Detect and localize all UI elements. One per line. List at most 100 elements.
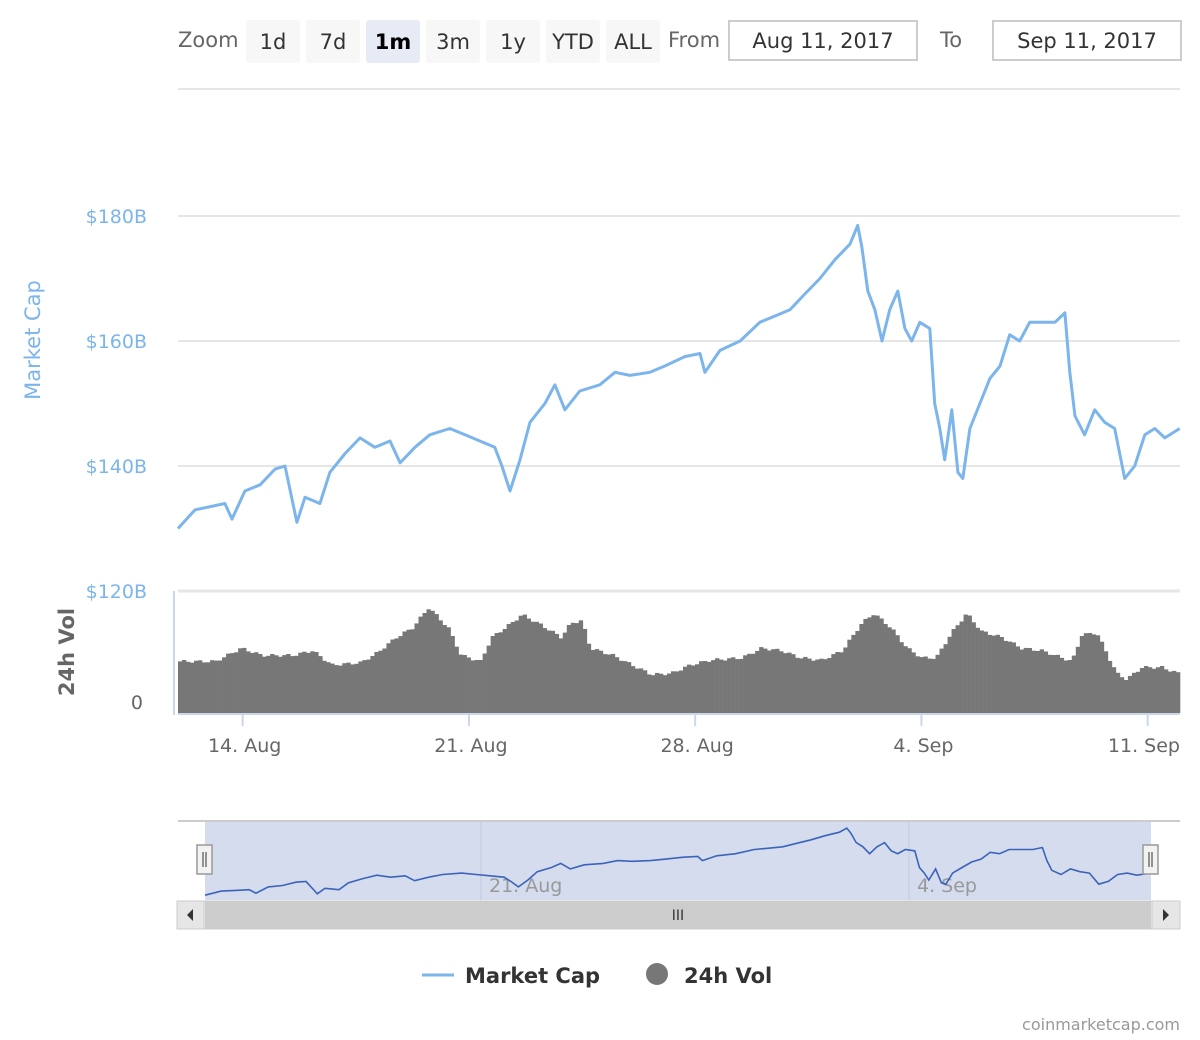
range-button-3m[interactable]: 3m bbox=[426, 20, 480, 63]
range-button-1y[interactable]: 1y bbox=[486, 20, 540, 63]
navigator-selected-range[interactable] bbox=[205, 822, 1151, 900]
legend-item-24h-vol[interactable]: 24h Vol bbox=[646, 963, 772, 988]
volume-bar bbox=[743, 655, 748, 713]
volume-bar bbox=[1171, 670, 1177, 713]
volume-bar bbox=[775, 648, 780, 713]
range-button-ytd[interactable]: YTD bbox=[546, 20, 600, 63]
x-tick-label: 21. Aug bbox=[434, 735, 507, 757]
volume-bar bbox=[683, 666, 688, 713]
volume-bar bbox=[446, 627, 451, 713]
volume-bar bbox=[210, 660, 215, 713]
volume-bar bbox=[747, 653, 752, 713]
volume-bar bbox=[839, 652, 844, 713]
volume-bar bbox=[478, 660, 483, 713]
scrollbar-right-arrow[interactable] bbox=[1151, 900, 1181, 930]
volume-bar bbox=[458, 654, 463, 713]
volume-bar bbox=[398, 636, 403, 713]
volume-bar bbox=[735, 659, 740, 713]
volume-bar bbox=[999, 637, 1004, 713]
volume-bar bbox=[987, 634, 992, 713]
volume-bar bbox=[1003, 640, 1008, 713]
from-date-input[interactable]: Aug 11, 2017 bbox=[728, 20, 918, 61]
range-button-all[interactable]: ALL bbox=[606, 20, 660, 63]
volume-bar bbox=[454, 646, 459, 713]
volume-bar bbox=[506, 624, 511, 713]
legend-circle-icon bbox=[646, 963, 668, 985]
volume-bar bbox=[695, 664, 700, 713]
volume-bar bbox=[1099, 641, 1105, 713]
volume-bar bbox=[1067, 660, 1073, 713]
volume-bar bbox=[394, 638, 399, 713]
volume-bar bbox=[306, 652, 311, 713]
volume-bar bbox=[1091, 634, 1097, 713]
volume-bar bbox=[1147, 667, 1153, 713]
volume-bar bbox=[642, 670, 648, 713]
volume-bar bbox=[242, 647, 247, 713]
range-button-1d[interactable]: 1d bbox=[246, 20, 300, 63]
navigator-handle-left[interactable] bbox=[196, 844, 213, 875]
volume-bar bbox=[290, 656, 295, 713]
volume-bar bbox=[214, 660, 219, 713]
credit-link[interactable]: coinmarketcap.com bbox=[1022, 1015, 1180, 1034]
volume-bar bbox=[310, 651, 315, 713]
volume-bar bbox=[791, 654, 796, 713]
volume-bar bbox=[1135, 671, 1141, 713]
to-date-input[interactable]: Sep 11, 2017 bbox=[992, 20, 1182, 61]
volume-bar bbox=[582, 628, 588, 713]
volume-bar bbox=[1007, 641, 1012, 713]
legend-item-market-cap[interactable]: Market Cap bbox=[422, 964, 600, 988]
volume-bar bbox=[286, 654, 291, 713]
volume-bar bbox=[314, 652, 319, 713]
navigator-tick: 21. Aug bbox=[489, 875, 562, 897]
volume-bar bbox=[334, 665, 339, 713]
legend-label: 24h Vol bbox=[684, 964, 772, 988]
volume-bar bbox=[955, 625, 960, 713]
volume-bar bbox=[1159, 666, 1165, 713]
volume-bar bbox=[723, 660, 728, 713]
volume-bar bbox=[366, 659, 371, 713]
volume-bar bbox=[618, 660, 624, 713]
to-label: To bbox=[940, 28, 963, 52]
range-button-1m[interactable]: 1m bbox=[366, 20, 420, 63]
volume-bar bbox=[879, 618, 884, 713]
volume-bar bbox=[390, 639, 395, 713]
volume-bar bbox=[795, 657, 800, 713]
volume-bar bbox=[867, 617, 872, 713]
volume-bar bbox=[907, 648, 912, 713]
volume-bar bbox=[202, 662, 207, 713]
volume-bar bbox=[911, 652, 916, 713]
volume-bar bbox=[843, 647, 848, 713]
volume-bar bbox=[1143, 666, 1149, 713]
volume-bar bbox=[538, 623, 544, 713]
volume-bar bbox=[855, 631, 860, 713]
range-button-7d[interactable]: 7d bbox=[306, 20, 360, 63]
volume-bar bbox=[498, 632, 503, 713]
volume-bar bbox=[198, 660, 203, 713]
volume-bar bbox=[779, 651, 784, 713]
volume-bar bbox=[719, 659, 724, 713]
volume-bar bbox=[246, 651, 251, 713]
volume-bar bbox=[1075, 646, 1081, 713]
volume-bar bbox=[1115, 672, 1121, 713]
navigator-tick: 4. Sep bbox=[917, 875, 977, 897]
volume-bar bbox=[891, 629, 896, 713]
volume-bar bbox=[763, 648, 768, 713]
volume-bar bbox=[326, 662, 331, 713]
volume-bar bbox=[586, 643, 592, 713]
navigator-handle-right[interactable] bbox=[1142, 844, 1159, 875]
volume-bar bbox=[787, 652, 792, 713]
volume-bar bbox=[262, 656, 267, 713]
volume-bar bbox=[971, 622, 976, 713]
volume-bar bbox=[546, 630, 552, 713]
volume-bar bbox=[658, 673, 664, 713]
volume-bar bbox=[1015, 646, 1020, 713]
volume-bar bbox=[959, 621, 964, 713]
volume-bar bbox=[302, 651, 307, 713]
y-tick-label: $140B bbox=[86, 456, 147, 478]
scrollbar-left-arrow[interactable] bbox=[176, 900, 205, 930]
volume-bar bbox=[190, 662, 195, 713]
volume-bar bbox=[598, 650, 604, 713]
volume-bar bbox=[530, 621, 536, 713]
scrollbar-thumb[interactable] bbox=[205, 901, 1151, 929]
volume-bar bbox=[610, 653, 616, 713]
